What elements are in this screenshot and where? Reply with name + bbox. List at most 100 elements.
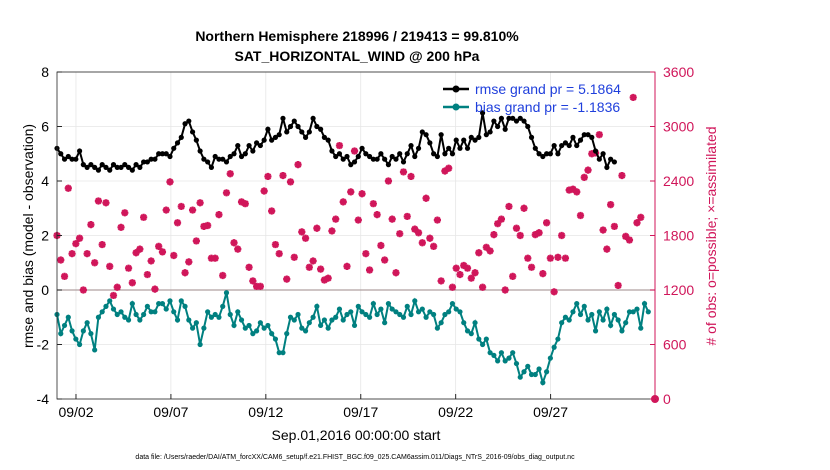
obs-point [539, 270, 547, 278]
rmse-point [513, 118, 520, 124]
obs-point [384, 177, 393, 185]
rmse-point [510, 115, 516, 121]
obs-point [207, 254, 216, 262]
obs-point [414, 229, 423, 237]
bias-series [54, 290, 651, 386]
obs-point [614, 281, 622, 290]
obs-point [268, 207, 276, 215]
bias-point [423, 314, 429, 320]
bias-point [92, 347, 98, 353]
obs-point [204, 221, 212, 230]
bias-point [314, 303, 320, 309]
bias-point [363, 311, 369, 318]
bias-point [227, 311, 233, 318]
rmse-point [355, 153, 361, 160]
rmse-point [336, 151, 343, 157]
obs-point [177, 202, 185, 211]
obs-point [377, 241, 385, 250]
left-tick-label: 4 [41, 173, 49, 189]
bias-point [163, 306, 169, 312]
legend-rmse-label: rmse grand pr = 5.1864 [475, 81, 621, 97]
rmse-point [363, 151, 369, 157]
bias-point [291, 317, 297, 323]
bias-point [76, 341, 83, 348]
obs-point [106, 262, 114, 270]
rmse-point [498, 115, 505, 121]
obs-point [241, 200, 249, 208]
obs-point [301, 234, 310, 242]
obs-point [136, 245, 144, 253]
obs-point [456, 270, 464, 279]
obs-point [219, 271, 227, 280]
bias-point [333, 314, 339, 320]
rmse-point [107, 167, 113, 173]
bias-point [626, 309, 633, 315]
chart-title-line1: Northern Hemisphere 218996 / 219413 = 99… [195, 28, 519, 44]
rmse-point [88, 162, 94, 168]
obs-point [185, 258, 193, 266]
rmse-point [540, 153, 546, 160]
bias-point [495, 358, 501, 364]
bias-point [171, 309, 177, 315]
bias-point [483, 336, 489, 342]
rmse-point [419, 129, 425, 135]
obs-point [381, 256, 389, 264]
bias-point [378, 306, 384, 312]
rmse-point [114, 164, 120, 170]
obs-point [158, 248, 167, 256]
obs-point [558, 231, 566, 240]
rmse-point [385, 162, 392, 168]
bias-point [453, 306, 459, 312]
bias-point [310, 314, 316, 320]
bias-point [487, 350, 493, 356]
rmse-point [254, 140, 260, 146]
bias-point [231, 322, 237, 329]
bias-point [536, 366, 542, 372]
rmse-point [159, 151, 166, 157]
obs-point [509, 272, 517, 280]
bias-point [186, 317, 192, 323]
obs-point [512, 224, 521, 232]
bias-point [208, 314, 215, 320]
bias-point [415, 309, 422, 315]
x-tick-label: 09/27 [533, 404, 568, 420]
obs-point [531, 230, 539, 239]
obs-point [320, 276, 329, 284]
bias-point [532, 371, 538, 378]
bias-point [397, 311, 403, 318]
obs-point [426, 234, 434, 242]
rmse-point [212, 153, 218, 160]
obs-point [64, 184, 72, 192]
rmse-point [457, 145, 463, 151]
bias-point [502, 358, 508, 364]
bias-point [280, 350, 286, 356]
obs-point [275, 250, 283, 258]
bias-point [615, 317, 621, 323]
rmse-point [148, 156, 154, 162]
bias-point [374, 311, 380, 318]
obs-point [354, 216, 362, 224]
rmse-point [585, 132, 591, 138]
bias-point [596, 309, 602, 315]
rmse-point [118, 164, 124, 170]
obs-point [200, 222, 208, 231]
rmse-point [442, 151, 448, 157]
right-tick-label: 1200 [663, 282, 694, 298]
bias-point [506, 355, 512, 361]
bias-point [438, 320, 444, 326]
rmse-point [517, 115, 523, 121]
left-axis: -4 -2 0 2 4 6 8 [37, 64, 62, 407]
rmse-point [397, 151, 403, 157]
rmse-point [468, 134, 474, 140]
rmse-point [201, 156, 207, 162]
obs-point [569, 185, 577, 193]
rmse-point [310, 115, 316, 121]
bias-point [148, 309, 154, 315]
bias-point [348, 309, 354, 315]
rmse-point [544, 151, 550, 157]
obs-point [595, 131, 603, 139]
obs-point [576, 211, 585, 220]
obs-point [441, 167, 449, 175]
right-tick-label: 0 [663, 391, 671, 407]
bias-point [141, 311, 147, 318]
